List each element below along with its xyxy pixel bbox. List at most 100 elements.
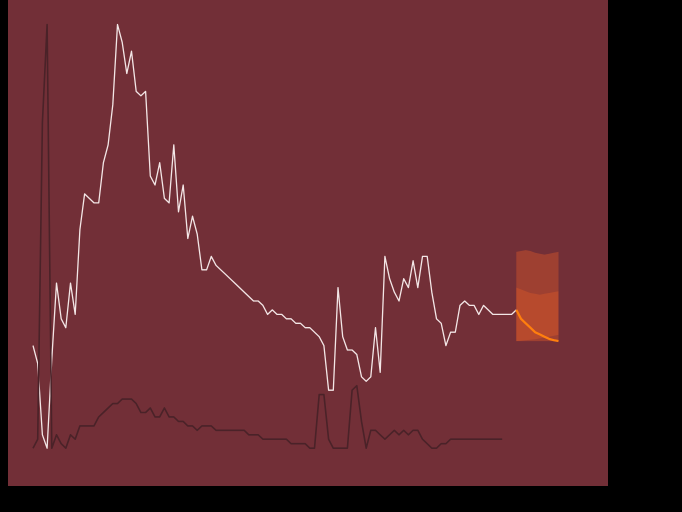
series-line-layer [32,23,559,449]
secondary-data-point [239,430,240,431]
observed-data-point [361,376,362,377]
secondary-data-point [309,448,310,449]
observed-data-point [244,292,245,293]
secondary-data-point [201,425,202,426]
observed-data-point [295,323,296,324]
observed-data-point [337,287,338,288]
secondary-data-point [408,434,409,435]
observed-data-point [342,336,343,337]
secondary-data-point [356,385,357,386]
secondary-data-point [230,430,231,431]
observed-data-point [183,184,184,185]
secondary-data-point [450,439,451,440]
secondary-data-point [136,403,137,404]
secondary-data-point [366,448,367,449]
observed-data-point [239,287,240,288]
observed-data-point [333,390,334,391]
forecast-data-point [549,338,550,339]
secondary-data-point [37,439,38,440]
observed-data-point [84,193,85,194]
observed-data-point [131,51,132,52]
observed-data-point [206,269,207,270]
secondary-data-point [441,443,442,444]
observed-series-line [32,23,517,449]
secondary-data-point [126,399,127,400]
observed-data-point [126,73,127,74]
forecast-data-point [535,332,536,333]
secondary-data-point [150,407,151,408]
secondary-data-point [32,448,33,449]
secondary-data-point [488,439,489,440]
secondary-data-point [178,421,179,422]
secondary-data-point [89,425,90,426]
observed-data-point [150,176,151,177]
observed-data-point [197,234,198,235]
secondary-data-point [187,425,188,426]
secondary-data-point [276,439,277,440]
secondary-data-point [145,412,146,413]
secondary-data-point [291,443,292,444]
secondary-data-point [445,443,446,444]
observed-data-point [136,91,137,92]
secondary-data-point [384,439,385,440]
observed-data-point [422,256,423,257]
observed-data-point [211,256,212,257]
observed-data-point [112,104,113,105]
secondary-data-point [272,439,273,440]
observed-data-point [89,198,90,199]
secondary-data-point [478,439,479,440]
secondary-data-point [469,439,470,440]
observed-data-point [441,323,442,324]
secondary-data-point [286,439,287,440]
secondary-data-point [169,416,170,417]
observed-data-point [230,278,231,279]
secondary-data-point [262,439,263,440]
observed-data-point [356,354,357,355]
observed-data-point [98,202,99,203]
secondary-data-point [328,439,329,440]
observed-data-point [492,314,493,315]
observed-data-point [309,327,310,328]
observed-data-point [497,314,498,315]
observed-data-point [169,202,170,203]
secondary-data-point [459,439,460,440]
observed-data-point [178,211,179,212]
observed-data-point [328,390,329,391]
observed-data-point [478,314,479,315]
secondary-data-point [342,448,343,449]
observed-data-point [483,305,484,306]
observed-data-point [286,318,287,319]
secondary-data-point [474,439,475,440]
observed-data-point [459,305,460,306]
secondary-data-point [319,394,320,395]
secondary-data-point [436,448,437,449]
observed-data-point [192,216,193,217]
forecast-series-line [515,309,559,343]
secondary-data-point [417,430,418,431]
forecast-outer-band [516,250,559,342]
observed-data-point [173,144,174,145]
observed-data-point [187,238,188,239]
observed-data-point [79,229,80,230]
secondary-data-point [361,421,362,422]
secondary-data-point [389,434,390,435]
observed-data-point [56,283,57,284]
observed-data-point [511,314,512,315]
observed-data-point [502,314,503,315]
observed-data-point [276,314,277,315]
secondary-data-point [300,443,301,444]
observed-data-point [464,300,465,301]
observed-data-point [61,318,62,319]
secondary-data-point [84,425,85,426]
forecast-inner-band [516,287,559,342]
forecast-data-point [544,336,545,337]
secondary-data-point [281,439,282,440]
observed-data-point [384,256,385,257]
secondary-data-point [65,448,66,449]
observed-data-point [314,332,315,333]
observed-data-point [75,314,76,315]
observed-data-point [47,448,48,449]
observed-data-point [413,260,414,261]
secondary-data-point [122,399,123,400]
observed-data-point [352,349,353,350]
